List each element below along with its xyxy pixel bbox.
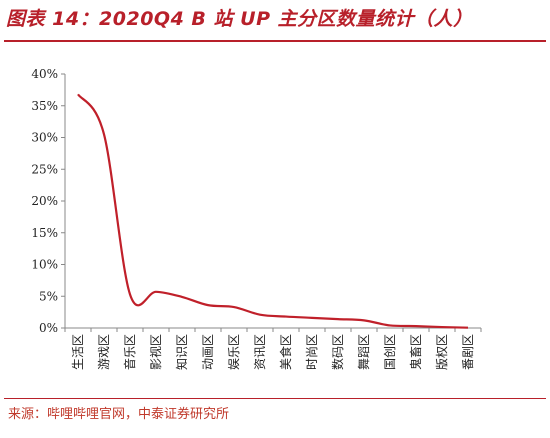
source-note: 来源：哔哩哔哩官网，中泰证券研究所	[8, 407, 230, 422]
x-tick-label: 影视区	[148, 334, 163, 370]
y-tick-label: 35%	[31, 99, 58, 113]
x-tick-label: 舞蹈区	[357, 334, 371, 370]
title-divider	[4, 40, 546, 42]
x-tick-label: 番剧区	[461, 334, 475, 370]
x-tick-label: 动画区	[201, 334, 215, 370]
x-tick-label: 游戏区	[97, 334, 111, 370]
chart-series	[77, 93, 469, 329]
y-tick-label: 30%	[31, 131, 58, 145]
source-divider	[4, 398, 546, 399]
y-tick-label: 5%	[39, 289, 58, 303]
y-tick-label: 15%	[31, 226, 58, 240]
x-tick-label: 美食区	[278, 334, 293, 370]
y-tick-label: 25%	[31, 162, 58, 176]
figure-title: 图表 14：2020Q4 B 站 UP 主分区数量统计（人）	[6, 8, 473, 30]
x-tick-label: 数码区	[330, 334, 345, 370]
y-tick-label: 40%	[31, 67, 58, 81]
x-tick-label: 生活区	[71, 334, 85, 370]
y-tick-label: 20%	[31, 194, 58, 208]
x-tick-label: 版权区	[435, 334, 449, 370]
x-axis: 生活区 游戏区 音乐区 影视区 知识区 动画区 娱乐区 资讯区 美食区 时尚区 数码区 舞蹈区 国创区鬼…	[64, 327, 482, 370]
x-tick-label: 资讯区	[253, 334, 267, 370]
x-tick-label: 娱乐区	[227, 334, 241, 370]
x-tick-label: 鬼畜区	[408, 334, 423, 370]
x-tick-label: 国创区	[383, 334, 397, 370]
y-tick-label: 10%	[31, 258, 58, 272]
series-line	[77, 93, 469, 329]
x-tick-label: 知识区	[175, 334, 189, 370]
x-tick-label: 时尚区	[305, 334, 319, 370]
x-tick-label: 音乐区	[122, 334, 137, 370]
y-axis: 0% 5% 10% 15% 20% 25% 30% 35% 40%	[31, 67, 66, 335]
y-tick-label: 0%	[39, 321, 58, 335]
